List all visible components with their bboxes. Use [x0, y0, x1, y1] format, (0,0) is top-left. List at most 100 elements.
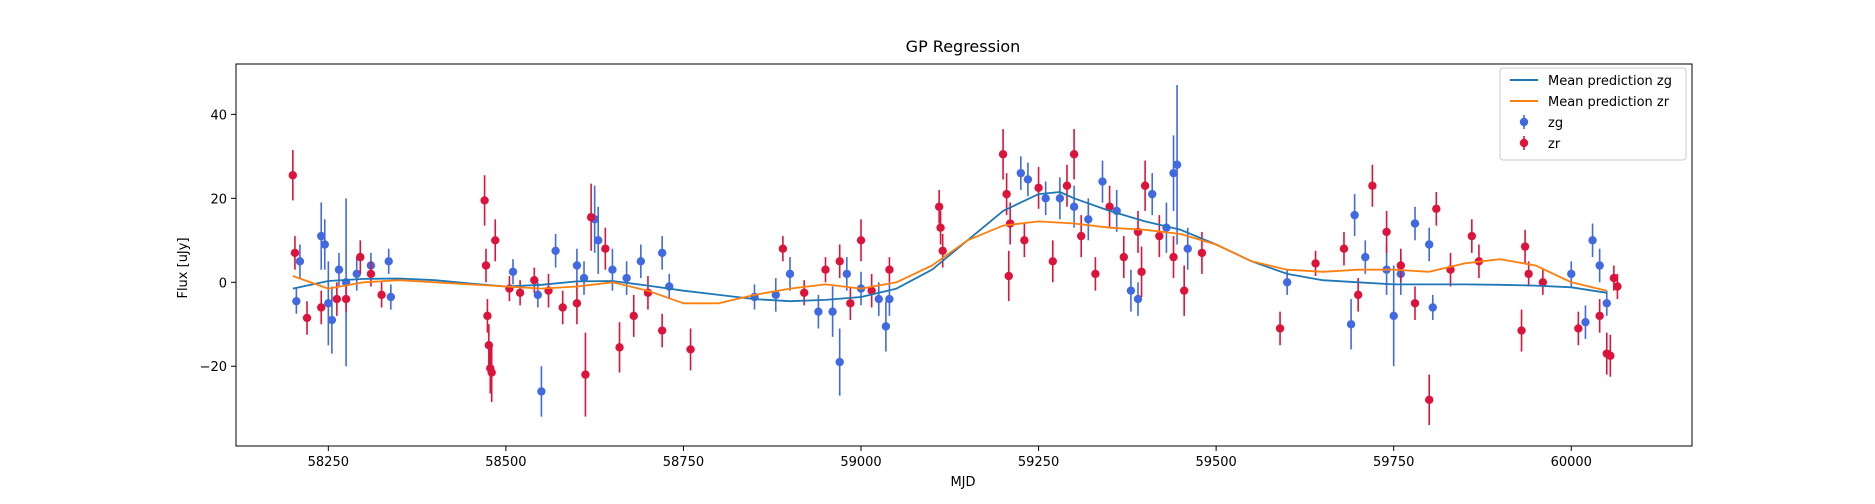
data-point-zr — [629, 311, 638, 321]
data-point-zg — [828, 307, 837, 316]
data-point-zg — [636, 257, 646, 266]
data-point-zr — [799, 288, 809, 297]
data-point-zg — [1428, 303, 1437, 312]
x-axis: 58250 58500 58750 59000 59250 59500 59750 60000 — [308, 446, 1592, 470]
data-point-zr — [856, 236, 866, 245]
plot-frame — [235, 63, 1693, 447]
data-point-zg — [386, 292, 396, 302]
data-point-zr — [572, 299, 582, 308]
data-point-zr — [481, 261, 491, 270]
legend-label: Mean prediction zr — [1548, 95, 1670, 110]
data-point-zr — [1595, 311, 1604, 321]
data-point-zr — [657, 326, 667, 335]
y-tick-label: 20 — [210, 192, 227, 207]
data-point-zr — [885, 265, 894, 274]
data-point-zg — [1023, 175, 1033, 184]
data-point-zr — [1538, 278, 1548, 287]
data-point-zg — [1350, 210, 1359, 220]
data-point-zr — [1382, 227, 1391, 237]
legend-label: zr — [1548, 137, 1561, 152]
data-point-zg — [537, 387, 546, 396]
data-point-zr — [1048, 257, 1057, 266]
x-tick-label: 59750 — [1373, 455, 1414, 470]
data-point-zg — [579, 273, 589, 283]
series-zg — [292, 84, 1611, 417]
data-point-zr — [377, 290, 386, 300]
data-point-zg — [1581, 317, 1590, 327]
data-point-zr — [1076, 231, 1086, 241]
x-tick-label: 60000 — [1551, 455, 1592, 470]
data-point-zr — [332, 294, 342, 304]
data-point-zg — [1069, 202, 1079, 211]
data-point-zg — [771, 290, 780, 300]
data-point-zg — [1410, 219, 1420, 228]
data-point-zg — [1148, 189, 1157, 199]
data-point-zg — [1169, 168, 1178, 178]
data-point-zg — [1172, 160, 1182, 169]
data-point-zr — [1062, 181, 1072, 190]
data-point-zr — [936, 223, 945, 232]
data-point-zr — [1105, 202, 1114, 211]
data-point-zr — [558, 303, 567, 312]
data-point-zr — [1311, 259, 1320, 268]
data-point-zg — [320, 240, 329, 249]
data-point-zg — [885, 294, 894, 304]
data-point-zr — [302, 313, 312, 323]
data-point-zr — [846, 299, 855, 308]
data-point-zr — [1091, 269, 1100, 279]
data-point-zg — [1133, 294, 1143, 304]
data-point-zr — [491, 236, 500, 245]
data-point-zr — [1155, 231, 1164, 241]
data-point-zr — [821, 265, 830, 274]
data-point-zg — [1098, 177, 1107, 186]
data-point-zr — [290, 248, 300, 258]
data-point-zg — [1084, 215, 1093, 224]
data-point-zg — [785, 269, 795, 279]
data-point-zr — [480, 196, 489, 205]
data-point-zr — [487, 368, 496, 377]
data-point-zg — [1346, 320, 1356, 329]
data-point-zr — [341, 294, 351, 304]
data-point-zr — [1002, 189, 1011, 199]
chart-title: GP Regression — [906, 37, 1021, 56]
data-point-zg — [594, 236, 603, 245]
legend-entry: zg — [1519, 115, 1563, 131]
data-point-zr — [317, 303, 326, 312]
x-tick-label: 59250 — [1018, 455, 1059, 470]
data-point-zr — [615, 343, 624, 352]
data-point-zg — [881, 322, 891, 331]
legend-box — [1499, 67, 1687, 161]
data-layer — [288, 84, 1622, 426]
data-point-zg — [327, 315, 337, 325]
data-point-zr — [1179, 286, 1189, 295]
y-tick-label: 40 — [210, 108, 227, 123]
data-point-zg — [608, 265, 617, 274]
data-point-zr — [1169, 252, 1178, 262]
legend-entry: zr — [1519, 136, 1561, 152]
data-point-zg — [292, 296, 301, 306]
data-point-zr — [1368, 181, 1377, 190]
data-point-zg — [814, 307, 823, 316]
y-axis: −20 0 20 40 — [200, 108, 236, 375]
data-point-zr — [1353, 290, 1363, 300]
data-point-zg — [1602, 299, 1611, 308]
data-point-zr — [835, 257, 844, 266]
x-axis-label: MJD — [950, 475, 975, 490]
data-point-zg — [352, 269, 361, 279]
data-point-zg — [508, 267, 518, 276]
data-point-zg — [1016, 168, 1026, 178]
data-point-zr — [938, 246, 947, 256]
data-point-zg — [1595, 261, 1604, 270]
data-point-zg — [1389, 311, 1398, 321]
data-point-zr — [288, 171, 298, 180]
x-tick-label: 58500 — [485, 455, 526, 470]
data-point-zg — [1055, 194, 1065, 203]
data-point-zr — [1137, 267, 1146, 276]
data-point-zr — [1574, 324, 1583, 333]
data-point-zr — [1069, 150, 1079, 159]
data-point-zr — [1517, 326, 1526, 335]
data-point-zr — [1609, 273, 1619, 283]
data-point-zr — [1034, 183, 1043, 193]
